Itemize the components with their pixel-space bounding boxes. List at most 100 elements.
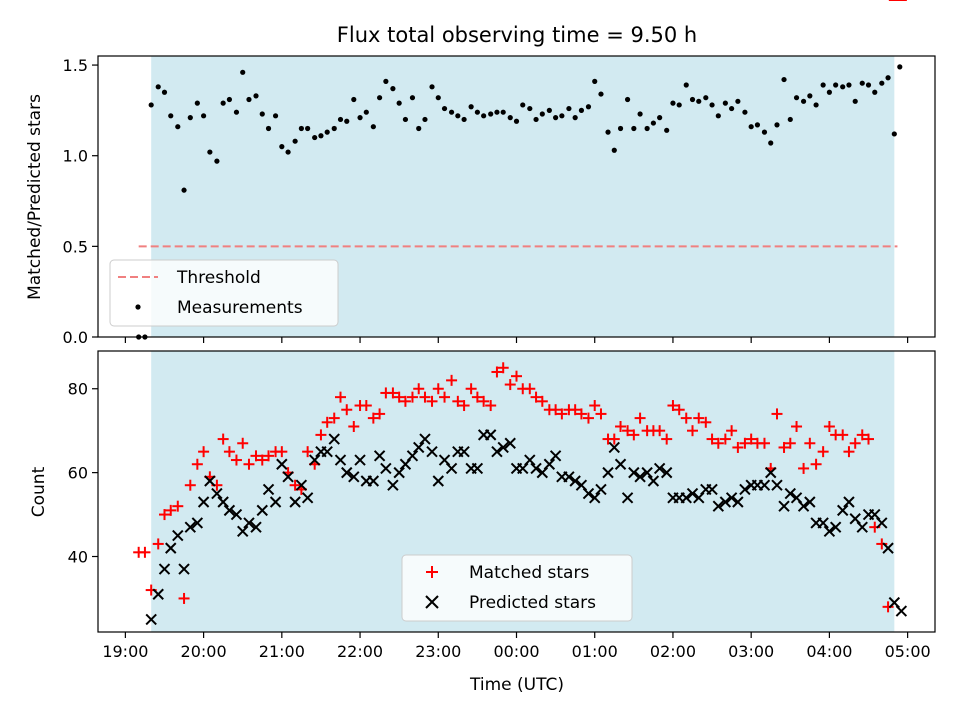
- measurement-point: [624, 96, 631, 103]
- predicted-star-point: [152, 588, 164, 600]
- predicted-star-point: [373, 450, 386, 462]
- measurement-point: [194, 100, 200, 106]
- matched-star-point: [139, 546, 151, 558]
- predicted-star-point: [393, 466, 405, 479]
- matched-star-point: [595, 408, 607, 420]
- predicted-star-point: [243, 517, 255, 529]
- predicted-star-point: [419, 433, 431, 445]
- matched-star-point: [687, 425, 699, 437]
- predicted-star-point: [706, 483, 718, 496]
- matched-star-point: [315, 429, 327, 441]
- matched-star-point: [334, 391, 346, 403]
- measurement-point: [865, 82, 872, 88]
- predicted-star-point: [230, 508, 243, 521]
- measurement-point: [351, 96, 357, 103]
- measurement-point: [233, 109, 240, 115]
- predicted-star-point: [197, 496, 210, 508]
- matched-star-point: [726, 425, 738, 437]
- measurement-point: [605, 129, 611, 135]
- bottom-panel: 40 60 80 19:00 20:00 21:00 22:00 23:00 00:00 01:…: [29, 0, 936, 695]
- predicted-star-point: [797, 500, 810, 512]
- measurement-point: [566, 105, 572, 112]
- predicted-star-point: [445, 462, 458, 475]
- threshold-legend-label: Threshold: [176, 268, 261, 288]
- top-legend: Threshold Measurements: [109, 259, 339, 327]
- predicted-star-point: [387, 479, 399, 491]
- matched-star-point: [622, 425, 634, 437]
- matched-star-point: [504, 379, 516, 391]
- matched-star-point: [256, 454, 268, 466]
- matched-star-point: [849, 437, 861, 449]
- predicted-star-point: [282, 471, 294, 483]
- bot-y-tick-label: 60: [68, 464, 88, 483]
- measurement-point: [585, 104, 592, 110]
- predicted-star-point: [471, 462, 484, 475]
- bottom-legend: Matched stars Predicted stars: [401, 554, 633, 622]
- predicted-star-point: [269, 496, 282, 508]
- predicted-star-point: [524, 454, 536, 466]
- predicted-star-point: [380, 462, 392, 475]
- x-tick-label: 02:00: [650, 642, 696, 661]
- matched-star-point: [321, 416, 333, 428]
- measurement-point: [461, 116, 467, 123]
- top-panel: 0.0 0.5 1.0 1.5 Matched/Predicted stars Thr…: [25, 55, 936, 347]
- predicted-star-point: [653, 462, 666, 475]
- matched-star-point: [615, 420, 627, 432]
- matched-star-point: [198, 446, 210, 458]
- predicted-star-point: [223, 504, 236, 517]
- predicted-star-point: [778, 500, 790, 512]
- measurement-point: [611, 147, 617, 153]
- matched-star-point: [217, 433, 229, 445]
- predicted-star-point: [732, 496, 744, 508]
- predicted-star-point: [321, 445, 333, 458]
- measurement-point: [265, 125, 272, 132]
- measurement-point: [214, 158, 220, 164]
- matched-star-point: [608, 433, 620, 445]
- matched-star-point: [556, 408, 568, 420]
- matched-star-point: [250, 450, 262, 462]
- predicted-stars-points: [145, 429, 908, 626]
- bot-y-tick-label: 80: [68, 380, 88, 399]
- matched-star-point: [791, 420, 803, 432]
- predicted-star-point: [614, 458, 627, 470]
- matched-star-point: [661, 433, 673, 445]
- matched-star-point: [771, 408, 783, 420]
- predicted-star-point: [406, 450, 419, 462]
- matched-star-point: [810, 458, 822, 470]
- matched-star-point: [341, 404, 353, 416]
- matched-star-point: [843, 446, 855, 458]
- measurement-point: [578, 107, 585, 113]
- measurement-point: [598, 91, 604, 97]
- measurement-point: [435, 95, 441, 101]
- predicted-star-point: [758, 479, 771, 491]
- measurement-point: [820, 82, 826, 88]
- matched-star-point: [798, 462, 810, 474]
- measurement-point: [344, 118, 350, 124]
- matched-star-point: [152, 538, 164, 550]
- measurement-point: [279, 144, 285, 150]
- predicted-star-point: [289, 496, 301, 508]
- measurement-point: [617, 125, 624, 132]
- measurement-point: [637, 111, 643, 117]
- measurement-point: [226, 96, 233, 103]
- measurement-point: [793, 95, 800, 101]
- measurement-point: [813, 102, 819, 108]
- chart-title: Flux total observing time = 9.50 h: [337, 23, 697, 47]
- matched-star-point: [419, 391, 431, 403]
- top-legend-box: [109, 259, 339, 327]
- top-y-tick-label: 0.0: [63, 328, 88, 347]
- measurement-point: [312, 134, 318, 141]
- matched-star-point: [823, 420, 835, 432]
- predicted-star-point: [211, 487, 223, 500]
- measurement-point: [872, 89, 878, 95]
- measurement-point: [722, 100, 728, 106]
- matched-legend-label: Matched stars: [469, 563, 589, 583]
- matched-star-point: [882, 601, 894, 613]
- x-tick-label: 21:00: [259, 642, 305, 661]
- x-tick-label: 03:00: [728, 642, 774, 661]
- matched-star-point: [360, 400, 372, 412]
- predicted-star-point: [165, 542, 177, 554]
- matched-star-point: [511, 370, 522, 382]
- measurement-point: [852, 98, 858, 104]
